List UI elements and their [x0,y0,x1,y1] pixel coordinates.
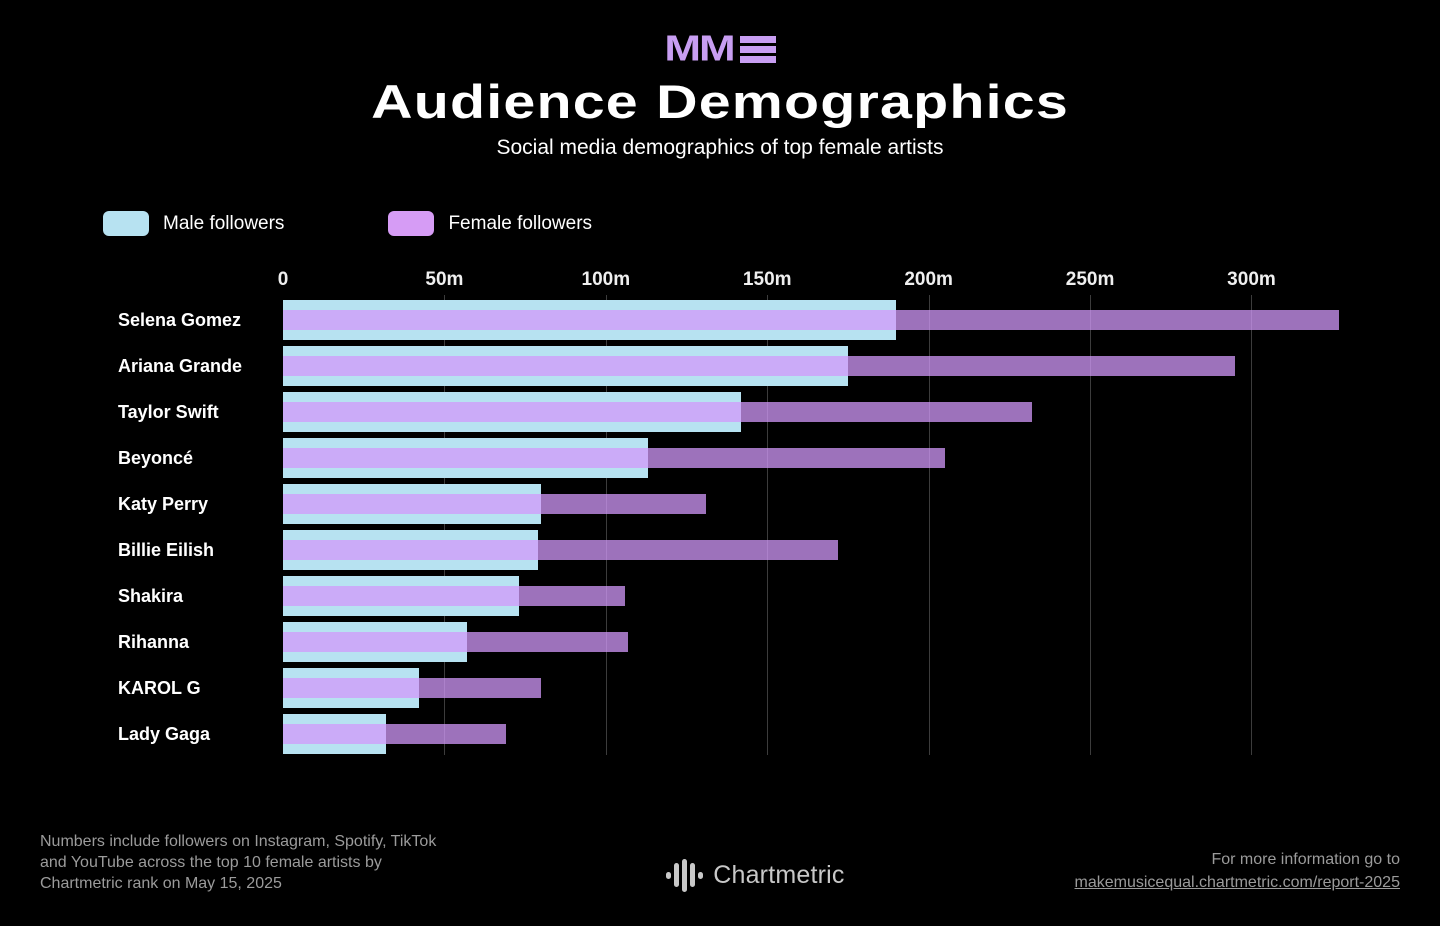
female-bar-taylor-swift [283,402,1032,422]
chartmetric-waveform-icon [666,858,704,892]
bar-chart: Selena Gomez Ariana Grande Taylor Swift Bey… [118,262,1400,760]
chartmetric-logo: Chartmetric [666,858,844,892]
artist-label-selena-gomez: Selena Gomez [118,310,242,330]
legend-item-male: Male followers [103,211,284,236]
bar-row-billie-eilish [283,530,1400,570]
bar-row-katy-perry [283,484,1400,524]
female-bar-beyonc- [283,448,945,468]
bar-row-shakira [283,576,1400,616]
legend-swatch-female [388,211,435,236]
gridline-250m [1090,295,1092,755]
legend-swatch-male [103,211,149,236]
mme-logo-text: MM [664,28,735,69]
bar-row-lady-gaga [283,714,1400,754]
bar-row-ariana-grande [283,346,1400,386]
x-axis: 0 50m 100m 150m 200m 250m 300m [278,262,1400,300]
artist-label-billie-eilish: Billie Eilish [118,540,215,560]
x-tick-100m: 100m [581,269,631,290]
artist-label-ariana-grande: Ariana Grande [118,356,243,376]
page-title: Audience Demographics [371,75,1069,128]
more-info: For more information go to makemusicequa… [1075,849,1400,894]
chart-legend: Male followers Female followers [103,211,592,236]
page-subtitle: Social media demographics of top female … [496,136,944,159]
mme-logo: MM [664,28,776,69]
x-tick-200m: 200m [904,269,953,290]
female-bar-lady-gaga [283,724,506,744]
bar-row-rihanna [283,622,1400,662]
x-tick-250m: 250m [1065,269,1115,290]
bar-rows [283,300,1400,754]
chartmetric-logo-text: Chartmetric [713,860,845,889]
footnote: Numbers include followers on Instagram, … [40,831,436,894]
plot-area: 0 50m 100m 150m 200m 250m 300m [278,262,1400,760]
more-info-text: For more information go to [1211,851,1400,869]
legend-label-female: Female followers [448,212,593,234]
gridline-300m [1251,295,1253,755]
gridlines [283,295,1400,755]
female-bar-rihanna [283,632,629,652]
report-link[interactable]: makemusicequal.chartmetric.com/report-20… [1074,873,1400,891]
female-bar-katy-perry [283,494,706,514]
bars-area [283,295,1400,755]
female-bar-ariana-grande [283,356,1236,376]
bar-row-karol-g [283,668,1400,708]
footnote-line-2: and YouTube across the top 10 female art… [40,853,382,871]
artist-label-taylor-swift: Taylor Swift [118,402,219,422]
bar-row-beyonc- [283,438,1400,478]
x-tick-300m: 300m [1227,269,1276,290]
footnote-line-1: Numbers include followers on Instagram, … [40,832,437,850]
mme-logo-triple-bar-icon [739,35,776,63]
x-tick-0: 0 [277,269,289,290]
bar-row-selena-gomez [283,300,1400,340]
legend-label-male: Male followers [163,212,285,234]
female-bar-karol-g [283,678,542,698]
artist-label-katy-perry: Katy Perry [118,494,209,514]
bar-row-taylor-swift [283,392,1400,432]
gridline-50m [444,295,446,755]
artist-label-beyonc-: Beyoncé [118,448,194,468]
artist-label-rihanna: Rihanna [118,632,190,652]
footer: Numbers include followers on Instagram, … [40,831,1400,894]
footnote-line-3: Chartmetric rank on May 15, 2025 [40,874,282,892]
x-tick-150m: 150m [742,269,792,290]
x-tick-50m: 50m [425,269,464,290]
legend-item-female: Female followers [388,211,592,236]
gridline-200m [928,295,930,755]
female-bar-billie-eilish [283,540,839,560]
artist-labels-column: Selena Gomez Ariana Grande Taylor Swift Bey… [118,262,283,760]
gridline-100m [605,295,607,755]
artist-label-lady-gaga: Lady Gaga [118,724,211,744]
header: MM Audience Demographics Social media de… [0,0,1440,160]
artist-label-karol-g: KAROL G [118,678,201,698]
artist-label-shakira: Shakira [118,586,184,606]
gridline-150m [767,295,769,755]
female-bar-selena-gomez [283,310,1339,330]
female-bar-shakira [283,586,626,606]
